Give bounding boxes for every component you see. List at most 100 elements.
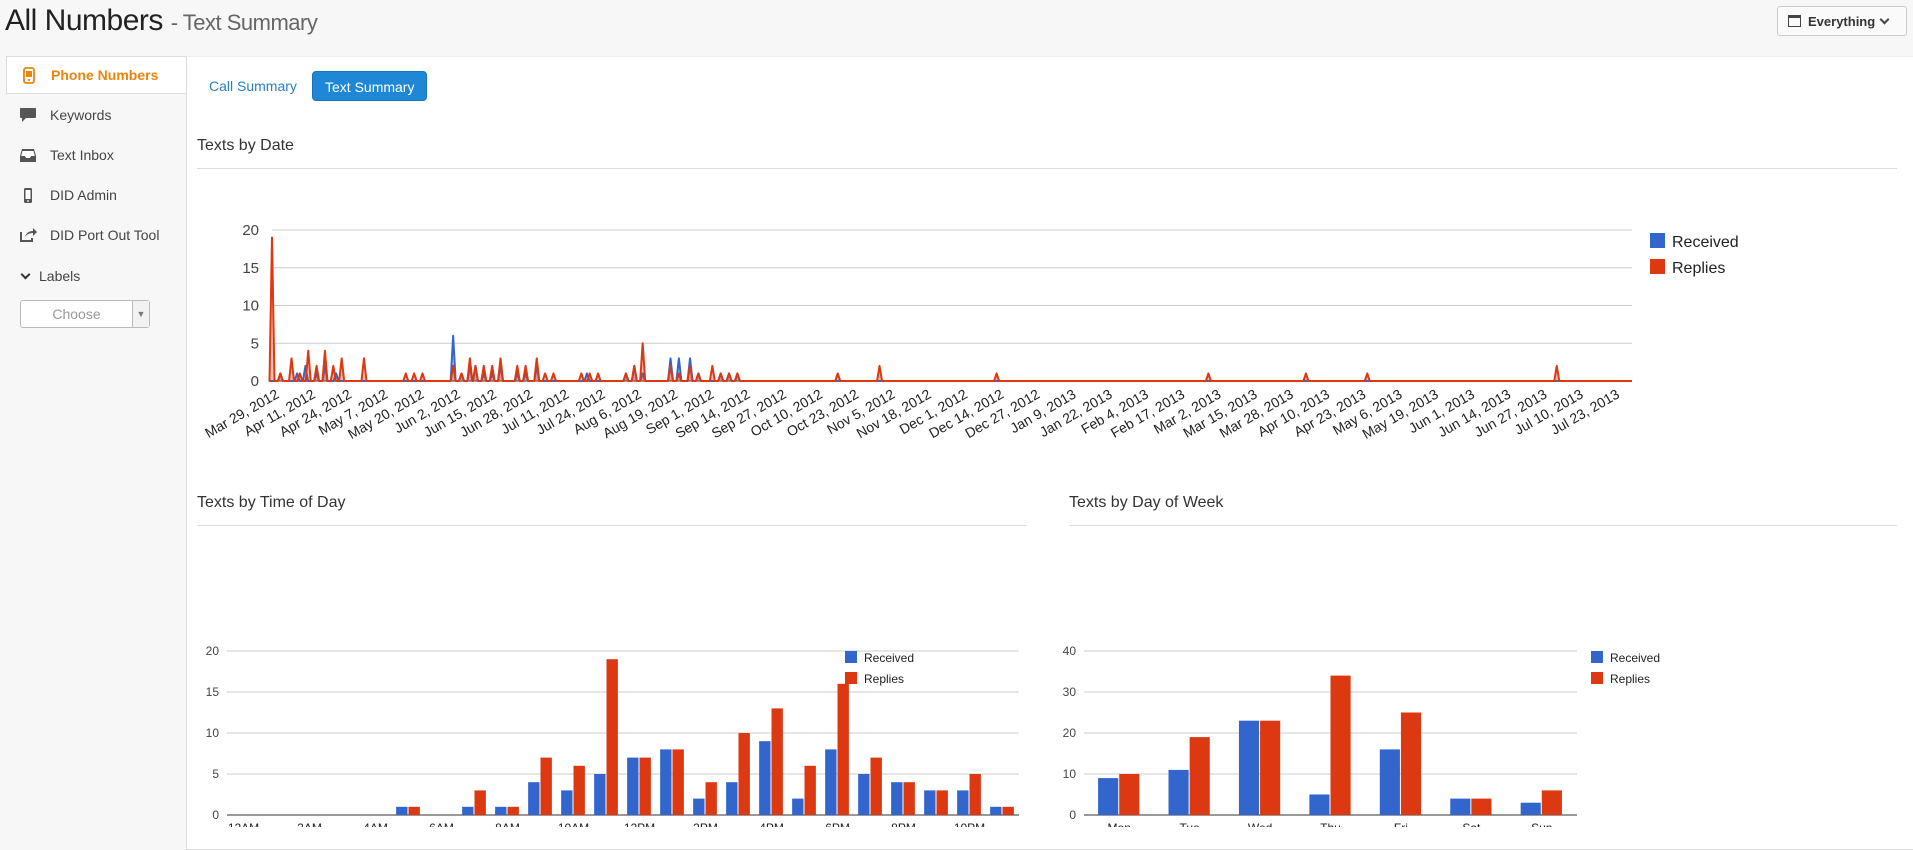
x-tick-label: Sun [1531, 821, 1552, 827]
bar-received-10am [561, 790, 573, 815]
legend-swatch [845, 672, 857, 684]
legend-label: Received [864, 651, 914, 665]
main-panel: Call Summary Text Summary Texts by Date … [186, 56, 1913, 850]
y-tick-label: 0 [251, 373, 259, 390]
caret-down-icon: ▼ [132, 301, 149, 327]
bar-replies-11am [606, 659, 618, 815]
y-tick-label: 10 [206, 726, 220, 740]
bar-replies-5am [408, 806, 420, 815]
x-tick-label: 10AM [558, 821, 589, 827]
date-range-dropdown[interactable]: Everything [1777, 6, 1907, 36]
legend-label: Replies [1610, 672, 1650, 686]
labels-toggle[interactable]: Labels [20, 268, 80, 284]
y-tick-label: 5 [212, 767, 219, 781]
x-tick-label: 12AM [228, 821, 259, 827]
bar-replies-5pm [804, 765, 816, 815]
sidebar-item-phone-numbers[interactable]: Phone Numbers [6, 56, 186, 94]
legend-swatch [1591, 651, 1603, 663]
tab-call-summary[interactable]: Call Summary [209, 78, 297, 94]
sidebar-item-did-port-out-tool[interactable]: DID Port Out Tool [6, 216, 186, 254]
labels-select[interactable]: Choose ▼ [20, 300, 150, 328]
bar-replies-9pm [936, 790, 948, 815]
bar-replies-7am [474, 790, 486, 815]
bar-replies-4pm [771, 708, 783, 815]
sidebar-item-label: DID Admin [50, 187, 117, 203]
bar-replies-11pm [1002, 806, 1014, 815]
x-tick-label: Mon [1108, 821, 1131, 827]
y-tick-label: 15 [242, 260, 259, 277]
sidebar-item-label: Text Inbox [50, 147, 114, 163]
x-tick-label: 6PM [825, 821, 850, 827]
x-tick-label: 10PM [954, 821, 985, 827]
section-title-texts-by-day-of-week: Texts by Day of Week [1069, 494, 1224, 511]
bar-replies-8am [507, 806, 519, 815]
x-tick-label: 8AM [495, 821, 520, 827]
bar-replies-mon [1119, 774, 1140, 815]
bar-replies-wed [1260, 720, 1281, 815]
bar-replies-tue [1189, 737, 1210, 815]
divider [197, 525, 1027, 526]
bar-replies-8pm [903, 782, 915, 815]
bar-received-6pm [825, 749, 837, 815]
calendar-icon [1788, 15, 1801, 27]
bar-received-9am [528, 782, 540, 815]
bar-replies-6pm [837, 683, 849, 815]
labels-heading: Labels [39, 268, 81, 284]
x-tick-label: Sat [1462, 821, 1481, 827]
bar-replies-sat [1471, 798, 1492, 815]
bar-received-wed [1238, 720, 1260, 815]
divider [1069, 525, 1897, 526]
speech-bubble-icon [18, 107, 38, 123]
bar-received-5am [396, 806, 408, 815]
tab-text-summary[interactable]: Text Summary [312, 71, 428, 101]
bar-received-11pm [990, 806, 1002, 815]
bar-replies-2pm [705, 782, 717, 815]
bar-received-7am [462, 806, 474, 815]
legend-swatch [1650, 233, 1665, 248]
x-tick-label: 4AM [363, 821, 388, 827]
x-tick-label: Fri [1394, 821, 1408, 827]
bar-replies-12pm [639, 757, 651, 815]
page-subtitle: - Text Summary [170, 10, 318, 35]
y-tick-label: 20 [1063, 726, 1077, 740]
bar-received-8am [495, 806, 507, 815]
texts-by-time-of-day-chart: 0510152012AM1AM2AM3AM4AM5AM6AM7AM8AM9AM1… [206, 644, 1019, 827]
sidebar-item-did-admin[interactable]: DID Admin [6, 176, 186, 214]
bar-received-thu [1309, 794, 1330, 815]
y-tick-label: 5 [251, 335, 259, 352]
x-tick-label: 4PM [759, 821, 784, 827]
legend-swatch [845, 651, 857, 663]
bar-received-4pm [759, 741, 771, 815]
bar-received-fri [1379, 749, 1400, 815]
page-title: All Numbers - Text Summary [5, 4, 318, 38]
bar-replies-9am [540, 757, 552, 815]
x-tick-label: 2AM [297, 821, 322, 827]
bar-received-3pm [726, 782, 738, 815]
bar-replies-10pm [969, 774, 981, 815]
chevron-down-icon [1879, 14, 1890, 24]
y-tick-label: 30 [1063, 685, 1077, 699]
bar-received-1pm [660, 749, 672, 815]
y-tick-label: 0 [1069, 808, 1076, 822]
bar-received-2pm [693, 798, 705, 815]
sidebar-item-label: Phone Numbers [51, 67, 159, 83]
texts-by-day-of-week-chart: 0 10 20 30 40 Mon Tue Wed Thu Fri Sat Sun Received Re… [1063, 644, 1660, 827]
legend-label: Received [1672, 234, 1739, 251]
inbox-icon [18, 148, 38, 163]
legend-swatch [1591, 672, 1603, 684]
bar-received-sun [1520, 802, 1541, 815]
bar-received-12pm [627, 757, 639, 815]
bar-replies-10am [573, 765, 585, 815]
sidebar-item-text-inbox[interactable]: Text Inbox [6, 136, 186, 174]
series-area-replies [269, 237, 1632, 381]
x-tick-label: 12PM [624, 821, 655, 827]
bar-received-10pm [957, 790, 969, 815]
sidebar-item-keywords[interactable]: Keywords [6, 96, 186, 134]
bar-received-11am [594, 774, 606, 815]
y-tick-label: 10 [242, 298, 259, 315]
y-tick-label: 20 [206, 644, 220, 658]
bar-replies-thu [1330, 675, 1351, 815]
legend-label: Replies [864, 672, 904, 686]
bar-replies-fri [1400, 712, 1422, 815]
